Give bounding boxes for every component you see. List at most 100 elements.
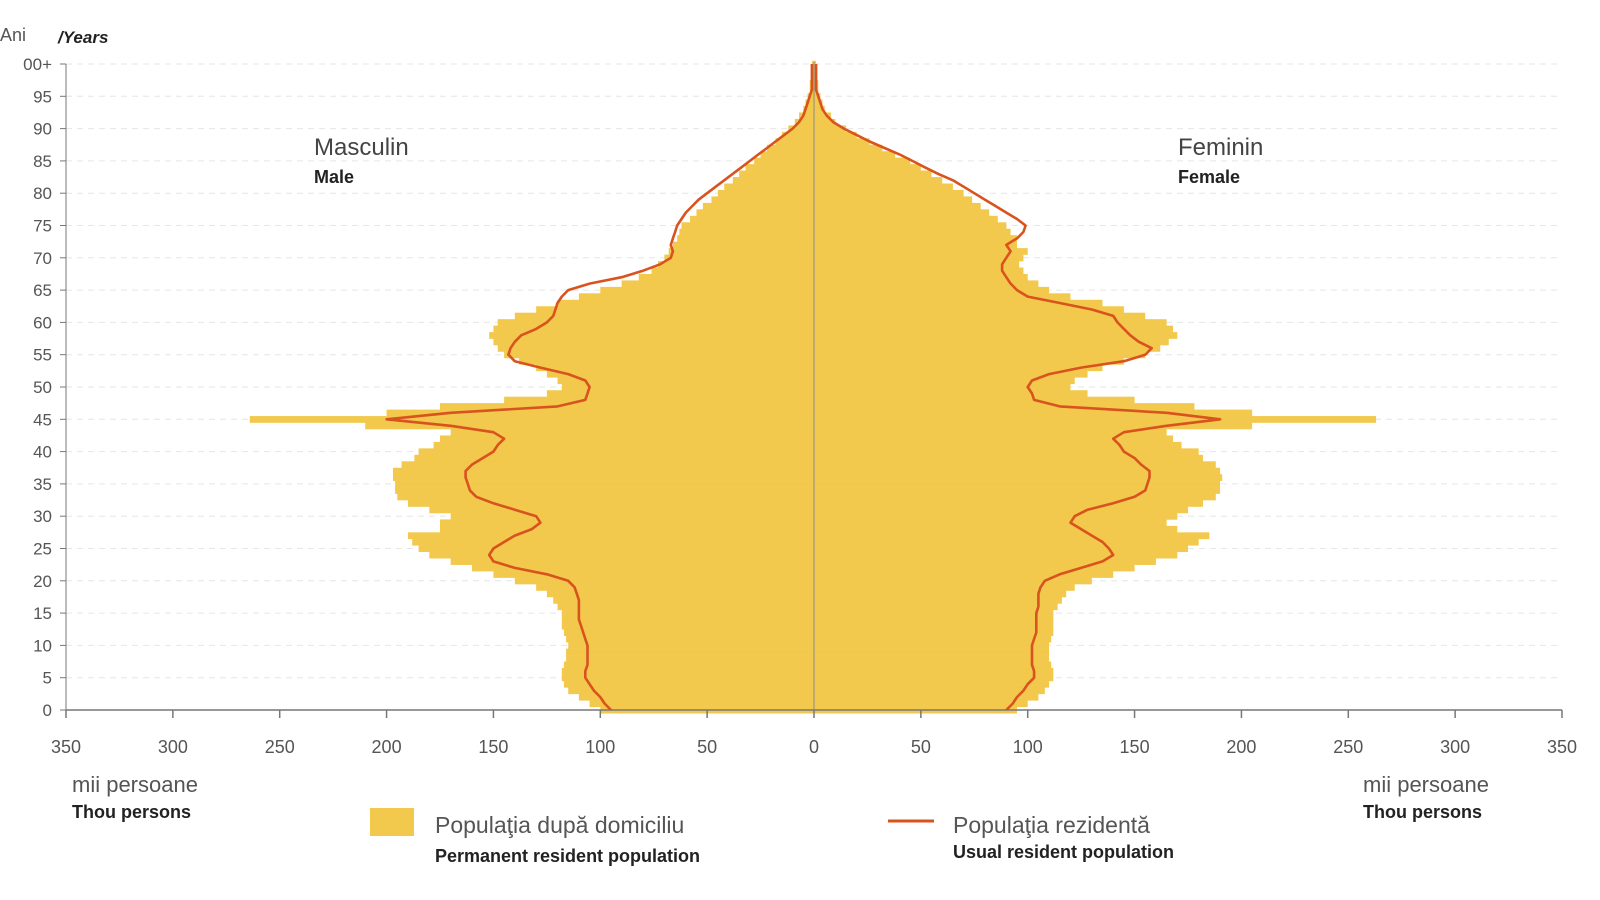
bar-female bbox=[814, 674, 1054, 682]
bar-female bbox=[814, 261, 1020, 268]
bar-male bbox=[249, 416, 814, 423]
y-tick-label: 15 bbox=[33, 604, 52, 623]
bar-female bbox=[814, 390, 1088, 397]
bar-male bbox=[493, 338, 814, 346]
bar-male bbox=[429, 506, 814, 514]
bar-male bbox=[514, 312, 814, 320]
bar-female bbox=[814, 299, 1103, 307]
bar-male bbox=[546, 590, 814, 598]
bar-female bbox=[814, 209, 990, 217]
bar-male bbox=[657, 261, 814, 268]
legend-line-label-en: Usual resident population bbox=[953, 842, 1174, 862]
x-tick-label: 350 bbox=[51, 737, 81, 757]
usual-resident-lines bbox=[385, 64, 1222, 711]
bar-female bbox=[814, 629, 1054, 637]
bar-female bbox=[814, 177, 943, 184]
x-unit-right-ro: mii persoane bbox=[1363, 772, 1489, 797]
bar-female bbox=[814, 396, 1135, 404]
bar-male bbox=[638, 273, 814, 281]
bar-female bbox=[814, 306, 1124, 314]
y-tick-label: 25 bbox=[33, 540, 52, 559]
permanent-population-bars bbox=[249, 60, 1377, 714]
bar-male bbox=[672, 241, 814, 249]
bar-male bbox=[600, 286, 814, 294]
bar-female bbox=[814, 571, 1114, 578]
bar-female bbox=[814, 409, 1253, 417]
bar-male bbox=[621, 280, 814, 288]
bar-male bbox=[724, 183, 814, 191]
bar-male bbox=[794, 118, 814, 126]
bar-female bbox=[814, 680, 1050, 688]
bar-female bbox=[814, 345, 1161, 352]
bar-male bbox=[493, 325, 814, 333]
bar-female bbox=[814, 241, 1018, 249]
bar-male bbox=[440, 435, 814, 443]
y-tick-label: 95 bbox=[33, 87, 52, 106]
bar-female bbox=[814, 577, 1092, 585]
bar-female bbox=[814, 545, 1188, 553]
bar-female bbox=[814, 435, 1174, 443]
y-tick-label: 10 bbox=[33, 636, 52, 655]
bar-female bbox=[814, 603, 1058, 611]
bar-male bbox=[450, 428, 814, 436]
x-tick-label: 200 bbox=[1226, 737, 1256, 757]
bar-male bbox=[760, 151, 814, 158]
bar-male bbox=[497, 319, 814, 326]
bar-female bbox=[814, 364, 1103, 372]
bar-male bbox=[805, 99, 814, 107]
bar-male bbox=[803, 105, 814, 113]
bar-female bbox=[814, 687, 1045, 695]
y-tick-label: 60 bbox=[33, 313, 52, 332]
bar-female bbox=[814, 222, 1007, 230]
bar-male bbox=[401, 461, 814, 469]
bar-male bbox=[566, 655, 814, 662]
bar-male bbox=[711, 196, 814, 204]
resident-line-male bbox=[385, 64, 814, 711]
y-tick-label: 20 bbox=[33, 572, 52, 591]
y-tick-label: 55 bbox=[33, 346, 52, 365]
bar-female bbox=[814, 467, 1221, 475]
bar-male bbox=[679, 228, 814, 236]
bar-male bbox=[766, 144, 814, 152]
bar-female bbox=[814, 125, 847, 133]
x-tick-label: 100 bbox=[585, 737, 615, 757]
bar-male bbox=[732, 177, 814, 184]
y-tick-label: 75 bbox=[33, 217, 52, 236]
bar-female bbox=[814, 422, 1253, 430]
bar-female bbox=[814, 254, 1024, 262]
bar-male bbox=[578, 693, 814, 701]
bar-female bbox=[814, 596, 1062, 604]
bar-female bbox=[814, 428, 1167, 436]
bar-male bbox=[433, 441, 814, 449]
bar-male bbox=[717, 189, 814, 197]
bar-male bbox=[696, 209, 814, 217]
bar-female bbox=[814, 403, 1195, 410]
bar-male bbox=[566, 648, 814, 656]
male-label: Masculin bbox=[314, 134, 409, 161]
bar-male bbox=[561, 668, 814, 675]
bar-male bbox=[677, 235, 814, 242]
bar-male bbox=[392, 467, 814, 475]
bar-female bbox=[814, 642, 1050, 649]
bar-male bbox=[664, 254, 814, 262]
bar-female bbox=[814, 506, 1188, 514]
bar-female bbox=[814, 151, 896, 158]
bar-male bbox=[788, 125, 814, 133]
y-tick-label: 70 bbox=[33, 249, 52, 268]
bar-female bbox=[814, 532, 1210, 540]
y-tick-label: 30 bbox=[33, 507, 52, 526]
bar-male bbox=[519, 357, 814, 365]
bar-female bbox=[814, 584, 1075, 591]
x-tick-label: 350 bbox=[1547, 737, 1577, 757]
bar-female bbox=[814, 338, 1169, 346]
bar-female bbox=[814, 170, 932, 178]
bar-male bbox=[561, 674, 814, 682]
bar-male bbox=[563, 629, 814, 637]
bar-female bbox=[814, 267, 1024, 275]
legend-bar-swatch bbox=[370, 808, 414, 836]
bar-female bbox=[814, 551, 1178, 559]
bar-female bbox=[814, 118, 836, 126]
bar-male bbox=[651, 267, 814, 275]
bar-male bbox=[536, 364, 814, 372]
bar-female bbox=[814, 564, 1135, 572]
